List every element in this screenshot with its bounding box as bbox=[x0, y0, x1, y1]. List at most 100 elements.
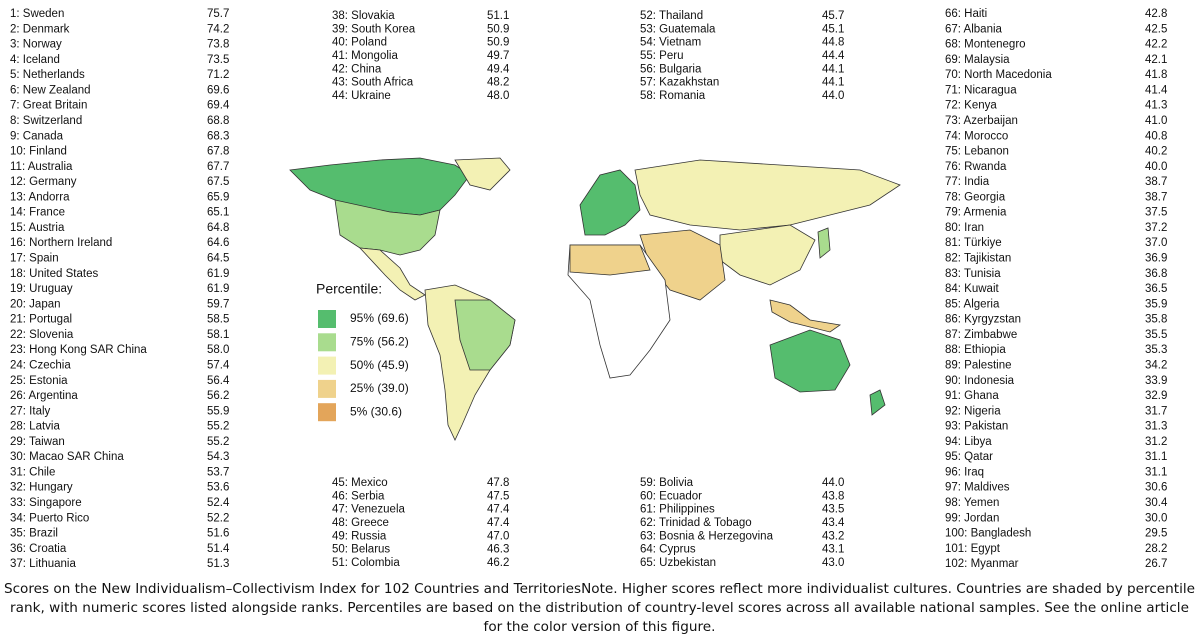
country-score: 38.7 bbox=[1145, 191, 1167, 203]
country-rank: 46: Serbia bbox=[332, 490, 385, 502]
country-score: 69.6 bbox=[207, 84, 229, 96]
legend-swatch bbox=[318, 403, 336, 422]
country-score: 40.8 bbox=[1145, 130, 1167, 142]
country-rank: 83: Tunisia bbox=[945, 268, 1001, 280]
country-rank: 98: Yemen bbox=[945, 497, 999, 509]
country-score: 41.0 bbox=[1145, 115, 1167, 127]
country-rank: 66: Haiti bbox=[945, 8, 987, 20]
country-score: 31.2 bbox=[1145, 436, 1167, 448]
rank-column: 52: Thailand 45.7 53: Guatemala 45.1 54: Vie… bbox=[640, 10, 845, 102]
country-rank: 8: Switzerland bbox=[10, 115, 82, 127]
country-score: 56.2 bbox=[207, 390, 229, 402]
country-rank: 11: Australia bbox=[10, 161, 73, 173]
legend-swatch bbox=[318, 379, 336, 398]
country-score: 48.0 bbox=[487, 90, 509, 102]
country-rank: 88: Ethiopia bbox=[945, 344, 1006, 356]
country-rank: 7: Great Britain bbox=[10, 100, 87, 112]
country-score: 55.9 bbox=[207, 405, 229, 417]
country-rank: 73: Azerbaijan bbox=[945, 115, 1018, 127]
country-score: 61.9 bbox=[207, 268, 229, 280]
country-rank: 47: Venezuela bbox=[332, 504, 406, 516]
country-score: 67.5 bbox=[207, 176, 229, 188]
country-score: 47.0 bbox=[487, 530, 509, 542]
legend-label: 25% (39.0) bbox=[350, 381, 409, 395]
country-score: 37.2 bbox=[1145, 222, 1167, 234]
country-rank: 2: Denmark bbox=[10, 23, 70, 35]
country-rank: 48: Greece bbox=[332, 517, 389, 529]
country-rank: 91: Ghana bbox=[945, 390, 999, 402]
country-rank: 13: Andorra bbox=[10, 191, 70, 203]
country-score: 42.8 bbox=[1145, 8, 1167, 20]
country-rank: 54: Vietnam bbox=[640, 37, 701, 49]
country-rank: 49: Russia bbox=[332, 530, 387, 542]
country-rank: 68: Montenegro bbox=[945, 39, 1026, 51]
rank-column: 59: Bolivia 44.0 60: Ecuador 43.8 61: Philip… bbox=[640, 477, 845, 569]
country-score: 45.7 bbox=[822, 10, 844, 22]
country-rank: 52: Thailand bbox=[640, 10, 703, 22]
country-rank: 100: Bangladesh bbox=[945, 528, 1031, 540]
country-score: 26.7 bbox=[1145, 558, 1167, 570]
brazil bbox=[454, 299, 516, 371]
country-score: 46.2 bbox=[487, 557, 509, 569]
country-rank: 27: Italy bbox=[10, 405, 51, 417]
country-rank: 77: India bbox=[945, 176, 990, 188]
country-rank: 87: Zimbabwe bbox=[945, 329, 1017, 341]
country-rank: 9: Canada bbox=[10, 130, 64, 142]
country-score: 29.5 bbox=[1145, 528, 1167, 540]
country-rank: 67: Albania bbox=[945, 23, 1003, 35]
country-score: 65.9 bbox=[207, 191, 229, 203]
country-score: 34.2 bbox=[1145, 359, 1167, 371]
country-rank: 28: Latvia bbox=[10, 421, 60, 433]
country-rank: 17: Spain bbox=[10, 253, 59, 265]
country-rank: 19: Uruguay bbox=[10, 283, 73, 295]
country-score: 35.9 bbox=[1145, 298, 1167, 310]
country-rank: 4: Iceland bbox=[10, 54, 60, 66]
country-rank: 90: Indonesia bbox=[945, 375, 1015, 387]
country-score: 46.3 bbox=[487, 544, 509, 556]
country-score: 42.2 bbox=[1145, 39, 1167, 51]
country-rank: 78: Georgia bbox=[945, 191, 1006, 203]
rank-column: 45: Mexico 47.8 46: Serbia 47.5 47: Venezuel… bbox=[332, 477, 510, 569]
country-score: 44.0 bbox=[822, 90, 844, 102]
country-rank: 36: Croatia bbox=[10, 543, 67, 555]
country-rank: 20: Japan bbox=[10, 298, 61, 310]
country-score: 41.8 bbox=[1145, 69, 1167, 81]
legend-label: 50% (45.9) bbox=[350, 358, 409, 372]
europe bbox=[579, 169, 641, 236]
country-score: 69.4 bbox=[207, 100, 230, 112]
country-score: 47.4 bbox=[487, 517, 510, 529]
country-rank: 10: Finland bbox=[10, 146, 67, 158]
country-score: 67.8 bbox=[207, 146, 229, 158]
country-score: 64.5 bbox=[207, 253, 229, 265]
country-rank: 85: Algeria bbox=[945, 298, 1000, 310]
country-score: 49.4 bbox=[487, 63, 510, 75]
country-rank: 62: Trinidad & Tobago bbox=[640, 517, 752, 529]
legend-label: 95% (69.6) bbox=[350, 311, 409, 325]
country-score: 43.5 bbox=[822, 504, 844, 516]
country-score: 41.3 bbox=[1145, 100, 1167, 112]
country-rank: 38: Slovakia bbox=[332, 10, 395, 22]
country-rank: 33: Singapore bbox=[10, 497, 82, 509]
country-score: 43.0 bbox=[822, 557, 844, 569]
country-score: 71.2 bbox=[207, 69, 229, 81]
country-rank: 40: Poland bbox=[332, 37, 387, 49]
country-rank: 102: Myanmar bbox=[945, 558, 1019, 570]
japan bbox=[817, 227, 831, 259]
usa bbox=[334, 199, 441, 256]
country-rank: 30: Macao SAR China bbox=[10, 451, 124, 463]
country-score: 47.5 bbox=[487, 490, 509, 502]
legend-label: 75% (56.2) bbox=[350, 334, 409, 348]
country-score: 49.7 bbox=[487, 50, 509, 62]
country-score: 53.7 bbox=[207, 466, 229, 478]
country-rank: 45: Mexico bbox=[332, 477, 388, 489]
country-score: 44.1 bbox=[822, 63, 844, 75]
country-rank: 5: Netherlands bbox=[10, 69, 85, 81]
country-score: 44.4 bbox=[822, 50, 845, 62]
country-score: 55.2 bbox=[207, 421, 229, 433]
country-score: 40.0 bbox=[1145, 161, 1167, 173]
country-score: 57.4 bbox=[207, 359, 230, 371]
country-score: 30.4 bbox=[1145, 497, 1168, 509]
country-rank: 92: Nigeria bbox=[945, 405, 1001, 417]
legend-swatch bbox=[318, 310, 336, 328]
